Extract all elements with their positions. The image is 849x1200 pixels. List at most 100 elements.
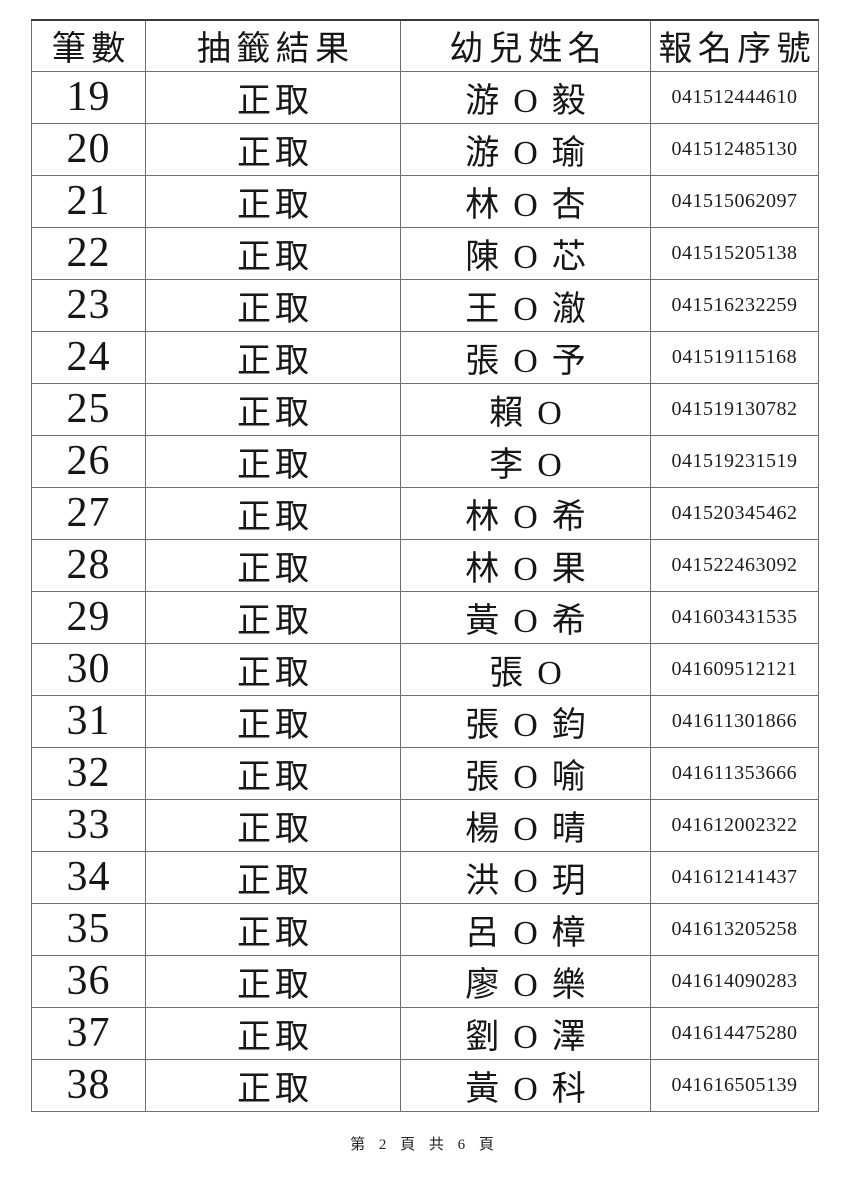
table-row: 34 正取 洪 O 玥 041612141437 bbox=[31, 850, 819, 904]
lottery-result-cell: 正取 bbox=[145, 954, 401, 1008]
child-name-cell: 張 O 予 bbox=[400, 330, 651, 384]
child-name-cell: 賴 O bbox=[400, 382, 651, 436]
registration-number-cell: 041519130782 bbox=[650, 382, 819, 436]
row-number-cell: 23 bbox=[31, 278, 146, 332]
lottery-result-cell: 正取 bbox=[145, 226, 401, 280]
registration-number-cell: 041612002322 bbox=[650, 798, 819, 852]
row-number-cell: 34 bbox=[31, 850, 146, 904]
registration-number-cell: 041603431535 bbox=[650, 590, 819, 644]
child-name-cell: 黃 O 希 bbox=[400, 590, 651, 644]
row-number-cell: 24 bbox=[31, 330, 146, 384]
child-name-cell: 張 O 喻 bbox=[400, 746, 651, 800]
child-name-cell: 游 O 瑜 bbox=[400, 122, 651, 176]
lottery-result-cell: 正取 bbox=[145, 122, 401, 176]
lottery-result-cell: 正取 bbox=[145, 382, 401, 436]
registration-number-cell: 041516232259 bbox=[650, 278, 819, 332]
child-name-cell: 陳 O 芯 bbox=[400, 226, 651, 280]
registration-number-cell: 041519115168 bbox=[650, 330, 819, 384]
lottery-result-cell: 正取 bbox=[145, 850, 401, 904]
row-number-cell: 26 bbox=[31, 434, 146, 488]
lottery-results-table: 筆數 抽籤結果 幼兒姓名 報名序號 19 正取 游 O 毅 0415124446… bbox=[31, 19, 819, 1112]
registration-number-cell: 041519231519 bbox=[650, 434, 819, 488]
table-row: 31 正取 張 O 鈞 041611301866 bbox=[31, 694, 819, 748]
registration-number-cell: 041515062097 bbox=[650, 174, 819, 228]
table-row: 30 正取 張 O 041609512121 bbox=[31, 642, 819, 696]
child-name-cell: 黃 O 科 bbox=[400, 1058, 651, 1112]
lottery-result-cell: 正取 bbox=[145, 434, 401, 488]
table-row: 29 正取 黃 O 希 041603431535 bbox=[31, 590, 819, 644]
table-row: 20 正取 游 O 瑜 041512485130 bbox=[31, 122, 819, 176]
lottery-result-cell: 正取 bbox=[145, 174, 401, 228]
row-number-cell: 20 bbox=[31, 122, 146, 176]
column-header-registration-number: 報名序號 bbox=[650, 19, 819, 72]
row-number-cell: 35 bbox=[31, 902, 146, 956]
column-header-child-name: 幼兒姓名 bbox=[400, 19, 651, 72]
lottery-result-cell: 正取 bbox=[145, 746, 401, 800]
lottery-result-cell: 正取 bbox=[145, 798, 401, 852]
column-header-count: 筆數 bbox=[31, 19, 146, 72]
page-indicator: 第 2 頁 共 6 頁 bbox=[350, 1137, 499, 1153]
child-name-cell: 林 O 杏 bbox=[400, 174, 651, 228]
registration-number-cell: 041614475280 bbox=[650, 1006, 819, 1060]
table-row: 25 正取 賴 O 041519130782 bbox=[31, 382, 819, 436]
row-number-cell: 37 bbox=[31, 1006, 146, 1060]
row-number-cell: 36 bbox=[31, 954, 146, 1008]
table-row: 38 正取 黃 O 科 041616505139 bbox=[31, 1058, 819, 1112]
table-row: 21 正取 林 O 杏 041515062097 bbox=[31, 174, 819, 228]
row-number-cell: 38 bbox=[31, 1058, 146, 1112]
table-row: 28 正取 林 O 果 041522463092 bbox=[31, 538, 819, 592]
registration-number-cell: 041520345462 bbox=[650, 486, 819, 540]
child-name-cell: 林 O 希 bbox=[400, 486, 651, 540]
registration-number-cell: 041512485130 bbox=[650, 122, 819, 176]
row-number-cell: 25 bbox=[31, 382, 146, 436]
child-name-cell: 劉 O 澤 bbox=[400, 1006, 651, 1060]
table-row: 26 正取 李 O 041519231519 bbox=[31, 434, 819, 488]
lottery-result-cell: 正取 bbox=[145, 902, 401, 956]
lottery-result-cell: 正取 bbox=[145, 486, 401, 540]
registration-number-cell: 041611301866 bbox=[650, 694, 819, 748]
lottery-result-cell: 正取 bbox=[145, 1006, 401, 1060]
lottery-result-cell: 正取 bbox=[145, 694, 401, 748]
row-number-cell: 30 bbox=[31, 642, 146, 696]
child-name-cell: 王 O 澈 bbox=[400, 278, 651, 332]
table-row: 32 正取 張 O 喻 041611353666 bbox=[31, 746, 819, 800]
table-row: 22 正取 陳 O 芯 041515205138 bbox=[31, 226, 819, 280]
row-number-cell: 31 bbox=[31, 694, 146, 748]
table-row: 37 正取 劉 O 澤 041614475280 bbox=[31, 1006, 819, 1060]
table-row: 27 正取 林 O 希 041520345462 bbox=[31, 486, 819, 540]
table-row: 33 正取 楊 O 晴 041612002322 bbox=[31, 798, 819, 852]
child-name-cell: 林 O 果 bbox=[400, 538, 651, 592]
child-name-cell: 廖 O 樂 bbox=[400, 954, 651, 1008]
row-number-cell: 21 bbox=[31, 174, 146, 228]
child-name-cell: 張 O 鈞 bbox=[400, 694, 651, 748]
row-number-cell: 28 bbox=[31, 538, 146, 592]
row-number-cell: 33 bbox=[31, 798, 146, 852]
table-row: 19 正取 游 O 毅 041512444610 bbox=[31, 70, 819, 124]
table-row: 36 正取 廖 O 樂 041614090283 bbox=[31, 954, 819, 1008]
table-header-row: 筆數 抽籤結果 幼兒姓名 報名序號 bbox=[31, 19, 819, 72]
registration-number-cell: 041613205258 bbox=[650, 902, 819, 956]
child-name-cell: 洪 O 玥 bbox=[400, 850, 651, 904]
lottery-result-cell: 正取 bbox=[145, 330, 401, 384]
row-number-cell: 27 bbox=[31, 486, 146, 540]
lottery-result-cell: 正取 bbox=[145, 1058, 401, 1112]
table-row: 35 正取 呂 O 樟 041613205258 bbox=[31, 902, 819, 956]
registration-number-cell: 041614090283 bbox=[650, 954, 819, 1008]
child-name-cell: 楊 O 晴 bbox=[400, 798, 651, 852]
lottery-result-cell: 正取 bbox=[145, 70, 401, 124]
child-name-cell: 張 O bbox=[400, 642, 651, 696]
registration-number-cell: 041612141437 bbox=[650, 850, 819, 904]
row-number-cell: 29 bbox=[31, 590, 146, 644]
registration-number-cell: 041611353666 bbox=[650, 746, 819, 800]
lottery-result-cell: 正取 bbox=[145, 642, 401, 696]
row-number-cell: 32 bbox=[31, 746, 146, 800]
column-header-lottery-result: 抽籤結果 bbox=[145, 19, 401, 72]
lottery-result-cell: 正取 bbox=[145, 538, 401, 592]
registration-number-cell: 041522463092 bbox=[650, 538, 819, 592]
registration-number-cell: 041616505139 bbox=[650, 1058, 819, 1112]
registration-number-cell: 041609512121 bbox=[650, 642, 819, 696]
registration-number-cell: 041512444610 bbox=[650, 70, 819, 124]
row-number-cell: 22 bbox=[31, 226, 146, 280]
table-row: 24 正取 張 O 予 041519115168 bbox=[31, 330, 819, 384]
